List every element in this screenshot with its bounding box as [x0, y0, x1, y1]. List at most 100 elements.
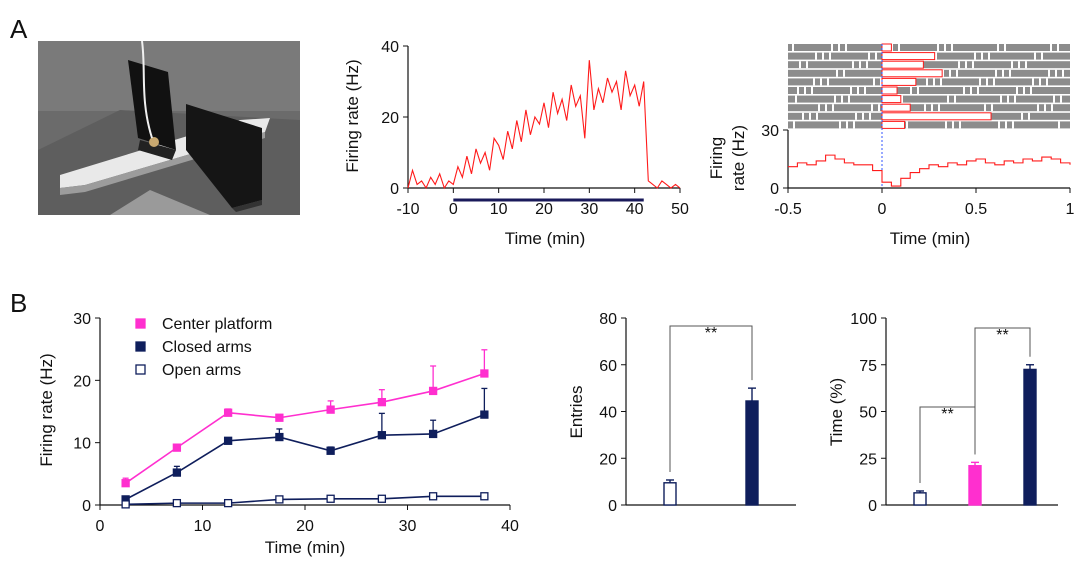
raster-gap	[1034, 52, 1036, 60]
raster-gap	[1023, 87, 1025, 94]
raster-gap	[1007, 95, 1009, 103]
raster-psth-chart: Firing rate (Hz) Time (min) -0.5 0 0.5 1 0 30	[707, 43, 1074, 248]
raster-red-segment	[881, 69, 943, 78]
raster-gap	[951, 44, 953, 51]
raster-gap	[1014, 95, 1016, 103]
y-axis-label-line1: Firing	[707, 137, 726, 180]
raster-gap	[924, 104, 926, 112]
raster-gap	[832, 104, 834, 112]
bar	[968, 465, 982, 506]
raster-gap	[938, 104, 940, 112]
data-point	[172, 443, 182, 452]
raster-gap	[1016, 87, 1018, 94]
raster-gap	[1057, 44, 1059, 51]
y-tick-label: 0	[868, 498, 877, 515]
raster-gap	[1032, 78, 1034, 86]
raster-gap	[997, 44, 999, 51]
raster-row	[788, 78, 1070, 86]
raster-row	[788, 44, 1070, 51]
raster-gap	[1025, 61, 1027, 69]
y-tick-label: 10	[73, 436, 91, 453]
y-tick-label: 50	[859, 405, 877, 422]
raster-gap	[917, 87, 919, 94]
raster-gap	[963, 87, 965, 94]
raster-gap	[845, 44, 847, 51]
raster-red-segment	[881, 60, 924, 69]
raster-gap	[818, 104, 820, 112]
raster-gap	[977, 87, 979, 94]
raster-gap	[1009, 69, 1011, 77]
raster-gap	[1046, 78, 1048, 86]
raster-row	[788, 87, 1070, 94]
raster-gap	[1050, 44, 1052, 51]
firing-rate-line-chart: Firing rate (Hz) Time (min) 0 10 20 30 40 0 10…	[37, 311, 519, 557]
x-tick-label: 0	[878, 201, 887, 218]
raster-gap	[846, 121, 848, 129]
data-point	[480, 410, 489, 419]
data-point	[172, 498, 182, 508]
raster-gap	[931, 104, 933, 112]
raster-gap	[1021, 112, 1023, 120]
raster-gap	[1058, 121, 1060, 129]
data-point	[428, 492, 438, 501]
raster-gap	[944, 44, 946, 51]
raster-gap	[988, 52, 990, 60]
raster-gap	[836, 69, 838, 77]
raster-gap	[972, 61, 974, 69]
raster-gap	[910, 87, 912, 94]
x-tick-label: 30	[399, 518, 417, 535]
raster-gap	[1039, 78, 1041, 86]
raster-gap	[901, 95, 903, 103]
raster-gap	[995, 69, 997, 77]
y-tick-label: 30	[73, 311, 91, 328]
data-point	[223, 408, 233, 417]
raster-gap	[852, 61, 854, 69]
raster-gap	[1011, 61, 1013, 69]
x-axis-label: Time (min)	[265, 538, 346, 557]
raster-red-segment	[881, 86, 898, 95]
bar	[745, 400, 759, 506]
significance-bracket	[974, 327, 1031, 455]
raster-gap	[935, 52, 937, 60]
raster-gap	[959, 121, 961, 129]
y-tick-label: 80	[599, 311, 617, 328]
raster-row	[788, 104, 1070, 112]
raster-red-segment	[881, 52, 936, 61]
raster-gap	[839, 121, 841, 129]
raster-gap	[1055, 69, 1057, 77]
panel-label-a: A	[10, 14, 28, 44]
x-tick-label: 0	[449, 201, 458, 218]
raster-gap	[880, 78, 882, 86]
raster-gap	[1051, 104, 1053, 112]
raster-gap	[1002, 69, 1004, 77]
raster-gap	[958, 61, 960, 69]
bar	[663, 482, 677, 506]
raster-red-segment	[881, 112, 992, 121]
series-line	[125, 372, 485, 484]
raster-gap	[792, 44, 794, 51]
x-tick-label: 0.5	[965, 201, 987, 218]
significance-label: **	[705, 325, 717, 342]
raster-gap	[820, 78, 822, 86]
y-axis-label-line2: rate (Hz)	[729, 125, 748, 191]
legend-label: Center platform	[162, 316, 272, 333]
raster-gap	[956, 69, 958, 77]
raster-gap	[795, 95, 797, 103]
legend-swatch	[135, 318, 146, 329]
maze-photo	[38, 40, 300, 215]
panel-label-b: B	[10, 288, 27, 318]
y-tick-label: 20	[599, 451, 617, 468]
data-point	[326, 446, 335, 455]
raster-gap	[827, 78, 829, 86]
raster-gap	[926, 78, 928, 86]
raster-gap	[898, 44, 900, 51]
data-point	[428, 429, 438, 439]
data-point	[275, 413, 284, 422]
x-tick-label: 20	[296, 518, 314, 535]
data-point	[223, 498, 233, 508]
raster-gap	[831, 44, 833, 51]
raster-gap	[998, 121, 1000, 129]
x-tick-label: 10	[490, 201, 508, 218]
raster-gap	[866, 61, 868, 69]
psth-line	[788, 154, 1071, 187]
